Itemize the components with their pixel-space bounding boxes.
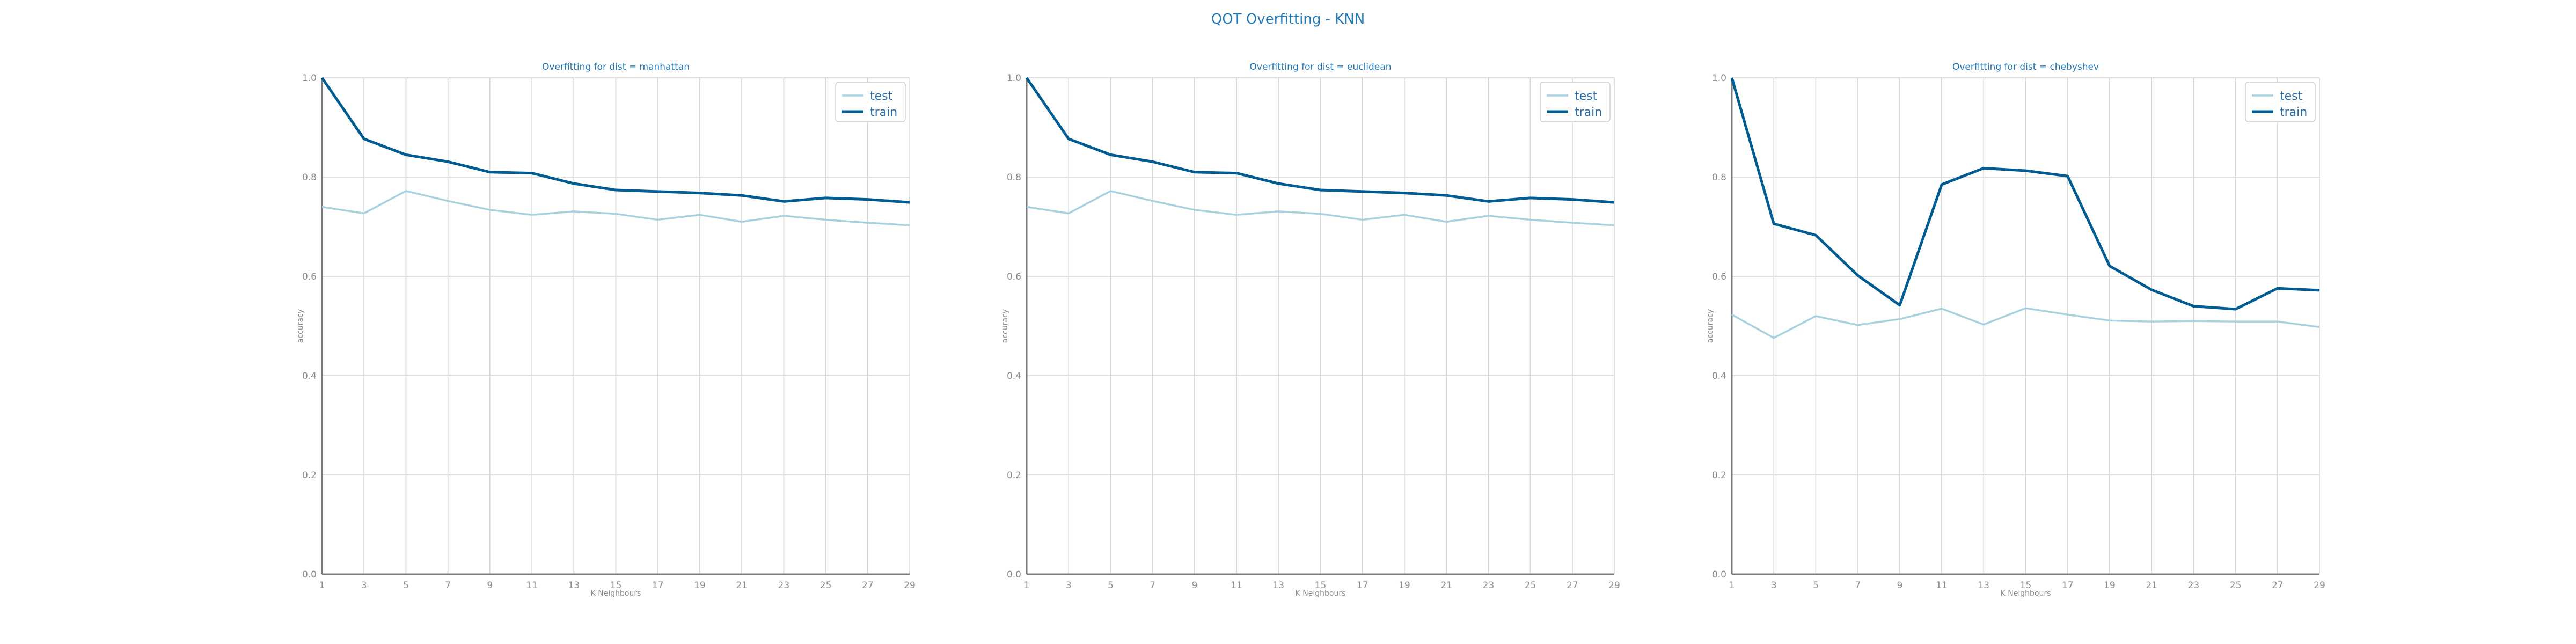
chart-title: Overfitting for dist = manhattan bbox=[542, 62, 690, 72]
x-tick-label: 25 bbox=[820, 580, 832, 591]
x-tick-label: 29 bbox=[1608, 580, 1620, 591]
legend-label-train: train bbox=[2280, 106, 2307, 119]
series-line-test bbox=[321, 190, 910, 226]
legend: test train bbox=[2245, 82, 2316, 122]
x-tick-label: 17 bbox=[2062, 580, 2074, 591]
x-tick-label: 11 bbox=[1231, 580, 1242, 591]
x-tick-label: 23 bbox=[1483, 580, 1495, 591]
chart-title: Overfitting for dist = chebyshev bbox=[1952, 62, 2099, 72]
y-tick-label: 0.0 bbox=[1007, 569, 1021, 580]
x-tick-label: 15 bbox=[610, 580, 622, 591]
x-tick-label: 13 bbox=[1978, 580, 1989, 591]
x-tick-label: 25 bbox=[1525, 580, 1536, 591]
x-tick-label: 29 bbox=[904, 580, 916, 591]
x-tick-label: 19 bbox=[1399, 580, 1410, 591]
series-line-test bbox=[1026, 190, 1615, 226]
y-tick-label: 1.0 bbox=[302, 73, 317, 84]
x-tick-label: 7 bbox=[445, 580, 451, 591]
x-tick-label: 27 bbox=[1567, 580, 1578, 591]
x-tick-label: 23 bbox=[778, 580, 790, 591]
x-axis-label: K Neighbours bbox=[1296, 589, 1346, 598]
x-tick-label: 19 bbox=[694, 580, 706, 591]
series-line-train bbox=[320, 77, 910, 204]
x-tick-label: 21 bbox=[1440, 580, 1452, 591]
legend-label-test: test bbox=[1575, 90, 1598, 103]
y-tick-label: 0.0 bbox=[302, 569, 317, 580]
x-tick-label: 27 bbox=[862, 580, 874, 591]
x-tick-label: 23 bbox=[2188, 580, 2200, 591]
y-tick-label: 0.6 bbox=[302, 272, 317, 282]
x-tick-label: 7 bbox=[1855, 580, 1861, 591]
x-tick-label: 3 bbox=[1066, 580, 1072, 591]
y-tick-label: 0.6 bbox=[1712, 272, 1726, 282]
legend: test train bbox=[835, 82, 906, 122]
y-tick-label: 0.4 bbox=[302, 371, 317, 382]
x-tick-label: 1 bbox=[1729, 580, 1735, 591]
series-line-train bbox=[1025, 77, 1615, 204]
x-tick-label: 29 bbox=[2314, 580, 2325, 591]
y-tick-label: 0.8 bbox=[1007, 172, 1021, 183]
x-axis-label: K Neighbours bbox=[2001, 589, 2051, 598]
y-tick-label: 0.2 bbox=[302, 470, 317, 481]
x-tick-label: 13 bbox=[1272, 580, 1284, 591]
y-tick-label: 0.0 bbox=[1712, 569, 1726, 580]
x-tick-label: 17 bbox=[1357, 580, 1368, 591]
x-tick-label: 13 bbox=[568, 580, 580, 591]
y-tick-label: 1.0 bbox=[1007, 73, 1021, 84]
legend-label-train: train bbox=[870, 106, 897, 119]
legend: test train bbox=[1540, 82, 1611, 122]
figure-title: QOT Overfitting - KNN bbox=[1211, 11, 1365, 27]
series-line-test bbox=[1731, 307, 2320, 339]
x-tick-label: 19 bbox=[2104, 580, 2116, 591]
y-tick-label: 0.8 bbox=[1712, 172, 1726, 183]
x-tick-label: 11 bbox=[526, 580, 538, 591]
x-tick-label: 11 bbox=[1936, 580, 1948, 591]
x-tick-label: 5 bbox=[1108, 580, 1114, 591]
y-tick-label: 1.0 bbox=[1712, 73, 1726, 84]
y-tick-label: 0.2 bbox=[1007, 470, 1021, 481]
y-axis-label: accuracy bbox=[1001, 309, 1009, 343]
x-tick-label: 21 bbox=[736, 580, 748, 591]
x-tick-label: 5 bbox=[403, 580, 409, 591]
x-tick-label: 5 bbox=[1813, 580, 1819, 591]
x-tick-label: 3 bbox=[1771, 580, 1777, 591]
x-tick-label: 1 bbox=[1024, 580, 1030, 591]
legend-label-train: train bbox=[1575, 106, 1602, 119]
y-axis-label: accuracy bbox=[296, 309, 305, 343]
x-tick-label: 17 bbox=[652, 580, 664, 591]
y-tick-label: 0.2 bbox=[1712, 470, 1726, 481]
chart-panel-3: 1 3 5 7 9 11 13 15 17 19 21 23 25 27 290.00.20.40.60.8… bbox=[1706, 62, 2325, 598]
y-tick-label: 0.4 bbox=[1712, 371, 1726, 382]
y-tick-label: 0.8 bbox=[302, 172, 317, 183]
x-tick-label: 27 bbox=[2272, 580, 2284, 591]
x-tick-label: 15 bbox=[2020, 580, 2032, 591]
x-tick-label: 9 bbox=[1191, 580, 1197, 591]
y-tick-label: 0.4 bbox=[1007, 371, 1021, 382]
x-tick-label: 9 bbox=[1897, 580, 1902, 591]
x-tick-label: 15 bbox=[1315, 580, 1327, 591]
legend-label-test: test bbox=[870, 90, 893, 103]
chart-panel-1: 1 3 5 7 9 11 13 15 17 19 21 23 25 27 290.00.20.40.60.8… bbox=[296, 62, 916, 598]
x-axis-label: K Neighbours bbox=[591, 589, 641, 598]
x-tick-label: 25 bbox=[2230, 580, 2242, 591]
series-line-train bbox=[1730, 77, 2320, 311]
chart-title: Overfitting for dist = euclidean bbox=[1250, 62, 1392, 72]
x-tick-label: 7 bbox=[1150, 580, 1155, 591]
x-tick-label: 9 bbox=[487, 580, 493, 591]
y-axis-label: accuracy bbox=[1706, 309, 1715, 343]
y-tick-label: 0.6 bbox=[1007, 272, 1021, 282]
x-tick-label: 1 bbox=[319, 580, 325, 591]
x-tick-label: 21 bbox=[2146, 580, 2157, 591]
legend-label-test: test bbox=[2280, 90, 2303, 103]
chart-panel-2: 1 3 5 7 9 11 13 15 17 19 21 23 25 27 290.00.20.40.60.8… bbox=[1001, 62, 1620, 598]
x-tick-label: 3 bbox=[361, 580, 367, 591]
